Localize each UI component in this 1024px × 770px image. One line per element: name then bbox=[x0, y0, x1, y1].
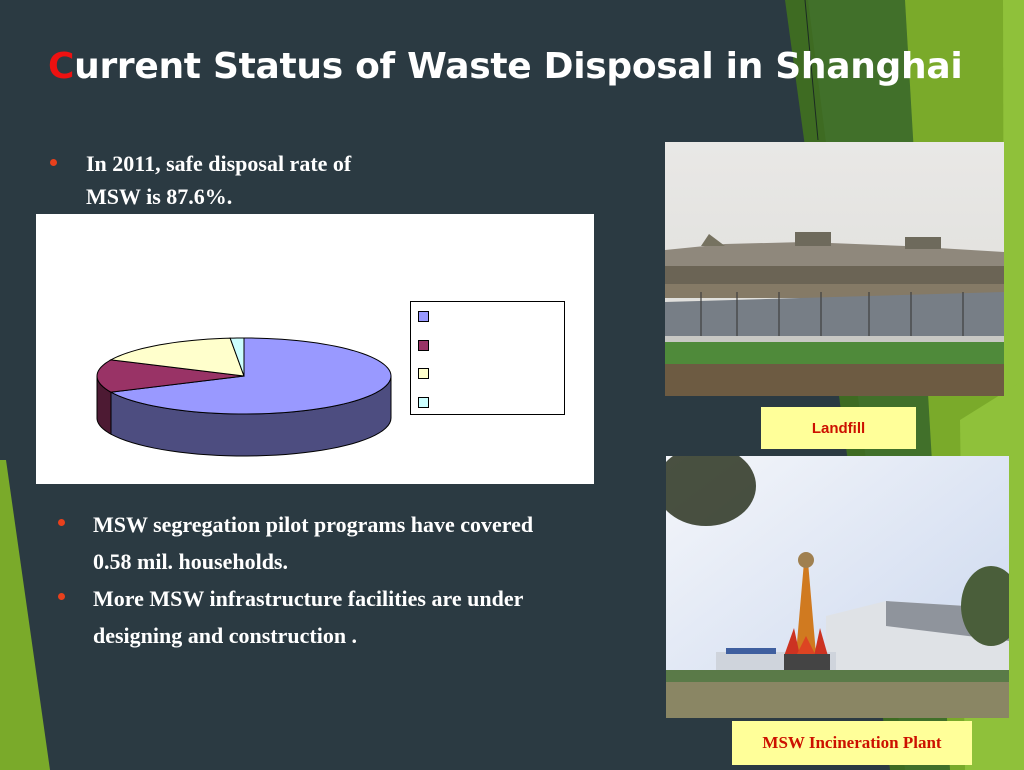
legend-swatch bbox=[418, 368, 429, 379]
landfill-photo bbox=[665, 142, 1004, 396]
bullet-list-top: In 2011, safe disposal rate of MSW is 87… bbox=[40, 147, 460, 213]
bullet-text-line2: MSW is 87.6%. bbox=[86, 184, 233, 209]
incineration-plant-caption: MSW Incineration Plant bbox=[732, 721, 972, 765]
bullet-text-line2: designing and construction . bbox=[93, 623, 358, 648]
bullet-item: MSW segregation pilot programs have cove… bbox=[52, 506, 612, 580]
bullet-icon bbox=[58, 593, 65, 600]
slide-title: Current Status of Waste Disposal in Shan… bbox=[48, 46, 963, 87]
pie-slice bbox=[229, 337, 245, 377]
landfill-image bbox=[665, 142, 1004, 396]
chart-legend bbox=[410, 301, 565, 415]
pie-chart-graphic bbox=[96, 337, 392, 457]
incineration-plant-photo bbox=[666, 456, 1009, 718]
legend-swatch bbox=[418, 396, 429, 408]
bullet-item: More MSW infrastructure facilities are u… bbox=[52, 580, 612, 654]
bullet-text-line1: More MSW infrastructure facilities are u… bbox=[93, 586, 524, 611]
incineration-plant-image bbox=[666, 456, 1009, 718]
bullet-icon bbox=[58, 519, 65, 526]
pie-slice bbox=[109, 337, 245, 377]
legend-swatch bbox=[418, 311, 429, 322]
bullet-item: In 2011, safe disposal rate of MSW is 87… bbox=[40, 147, 460, 213]
legend-swatch bbox=[418, 339, 429, 351]
bullet-list-bottom: MSW segregation pilot programs have cove… bbox=[52, 506, 612, 654]
bullet-text-line1: In 2011, safe disposal rate of bbox=[86, 151, 352, 176]
bullet-text-line2: 0.58 mil. households. bbox=[93, 549, 288, 574]
bullet-text-line1: MSW segregation pilot programs have cove… bbox=[93, 512, 534, 537]
pie-slice bbox=[96, 359, 245, 393]
title-accent-letter: C bbox=[48, 46, 75, 87]
bullet-icon bbox=[50, 159, 57, 166]
title-text: urrent Status of Waste Disposal in Shang… bbox=[74, 46, 963, 87]
landfill-caption: Landfill bbox=[761, 407, 916, 449]
pie-slice bbox=[109, 337, 392, 415]
pie-chart bbox=[36, 214, 594, 484]
